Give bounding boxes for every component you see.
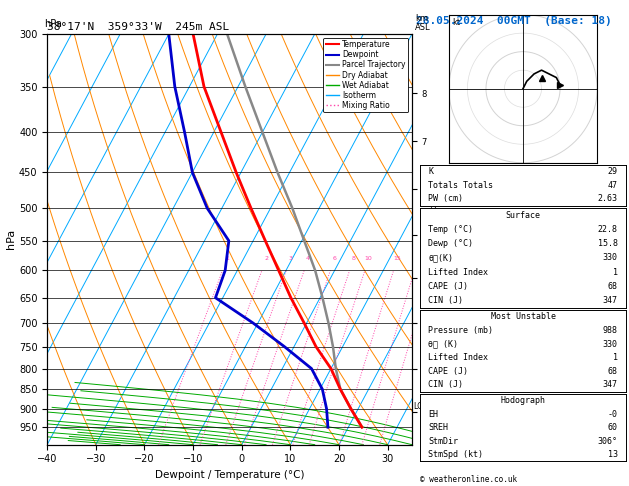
Text: Lifted Index: Lifted Index: [428, 268, 488, 277]
X-axis label: Dewpoint / Temperature (°C): Dewpoint / Temperature (°C): [155, 470, 304, 480]
Text: 68: 68: [608, 367, 618, 376]
Text: 347: 347: [603, 296, 618, 305]
Text: 3: 3: [288, 257, 292, 261]
Text: 6: 6: [332, 257, 336, 261]
Text: 28.05.2024  00GMT  (Base: 18): 28.05.2024 00GMT (Base: 18): [416, 16, 612, 26]
Text: 1: 1: [613, 353, 618, 362]
Text: 2.63: 2.63: [598, 194, 618, 203]
Text: 306°: 306°: [598, 436, 618, 446]
Text: 22.8: 22.8: [598, 225, 618, 234]
Text: Lifted Index: Lifted Index: [428, 353, 488, 362]
Text: θᴇ(K): θᴇ(K): [428, 253, 454, 262]
Text: CAPE (J): CAPE (J): [428, 282, 469, 291]
Text: Totals Totals: Totals Totals: [428, 181, 493, 190]
Text: 1: 1: [613, 268, 618, 277]
Text: Most Unstable: Most Unstable: [491, 312, 555, 321]
Text: StmSpd (kt): StmSpd (kt): [428, 450, 484, 459]
Text: -0: -0: [608, 410, 618, 419]
Text: 330: 330: [603, 340, 618, 348]
Text: 988: 988: [603, 326, 618, 335]
Text: 10: 10: [365, 257, 372, 261]
Text: LCL: LCL: [413, 402, 427, 411]
Y-axis label: hPa: hPa: [6, 229, 16, 249]
Text: 2: 2: [264, 257, 268, 261]
Text: SREH: SREH: [428, 423, 448, 432]
Text: kt: kt: [453, 18, 460, 27]
Text: Pressure (mb): Pressure (mb): [428, 326, 493, 335]
Text: 330: 330: [603, 253, 618, 262]
Text: 13: 13: [608, 450, 618, 459]
Text: 60: 60: [608, 423, 618, 432]
Text: CIN (J): CIN (J): [428, 381, 464, 389]
Text: Dewp (°C): Dewp (°C): [428, 239, 474, 248]
Text: 1: 1: [225, 257, 229, 261]
Text: 38°17'N  359°33'W  245m ASL: 38°17'N 359°33'W 245m ASL: [47, 22, 230, 32]
Text: hPa: hPa: [44, 19, 62, 29]
Text: © weatheronline.co.uk: © weatheronline.co.uk: [420, 474, 517, 484]
Text: 15: 15: [393, 257, 401, 261]
Text: 29: 29: [608, 168, 618, 176]
Text: 347: 347: [603, 381, 618, 389]
Legend: Temperature, Dewpoint, Parcel Trajectory, Dry Adiabat, Wet Adiabat, Isotherm, Mi: Temperature, Dewpoint, Parcel Trajectory…: [323, 38, 408, 112]
Text: StmDir: StmDir: [428, 436, 459, 446]
Text: 8: 8: [352, 257, 355, 261]
Text: K: K: [428, 168, 433, 176]
Text: Hodograph: Hodograph: [501, 397, 545, 405]
Y-axis label: Mixing Ratio (g/kg): Mixing Ratio (g/kg): [430, 196, 439, 282]
Text: km
ASL: km ASL: [415, 14, 431, 32]
Text: Surface: Surface: [506, 210, 540, 220]
Text: PW (cm): PW (cm): [428, 194, 464, 203]
Text: CIN (J): CIN (J): [428, 296, 464, 305]
Text: 15.8: 15.8: [598, 239, 618, 248]
Text: Temp (°C): Temp (°C): [428, 225, 474, 234]
Text: 4: 4: [306, 257, 310, 261]
Text: 68: 68: [608, 282, 618, 291]
Text: CAPE (J): CAPE (J): [428, 367, 469, 376]
Text: 47: 47: [608, 181, 618, 190]
Text: EH: EH: [428, 410, 438, 419]
Text: θᴇ (K): θᴇ (K): [428, 340, 459, 348]
